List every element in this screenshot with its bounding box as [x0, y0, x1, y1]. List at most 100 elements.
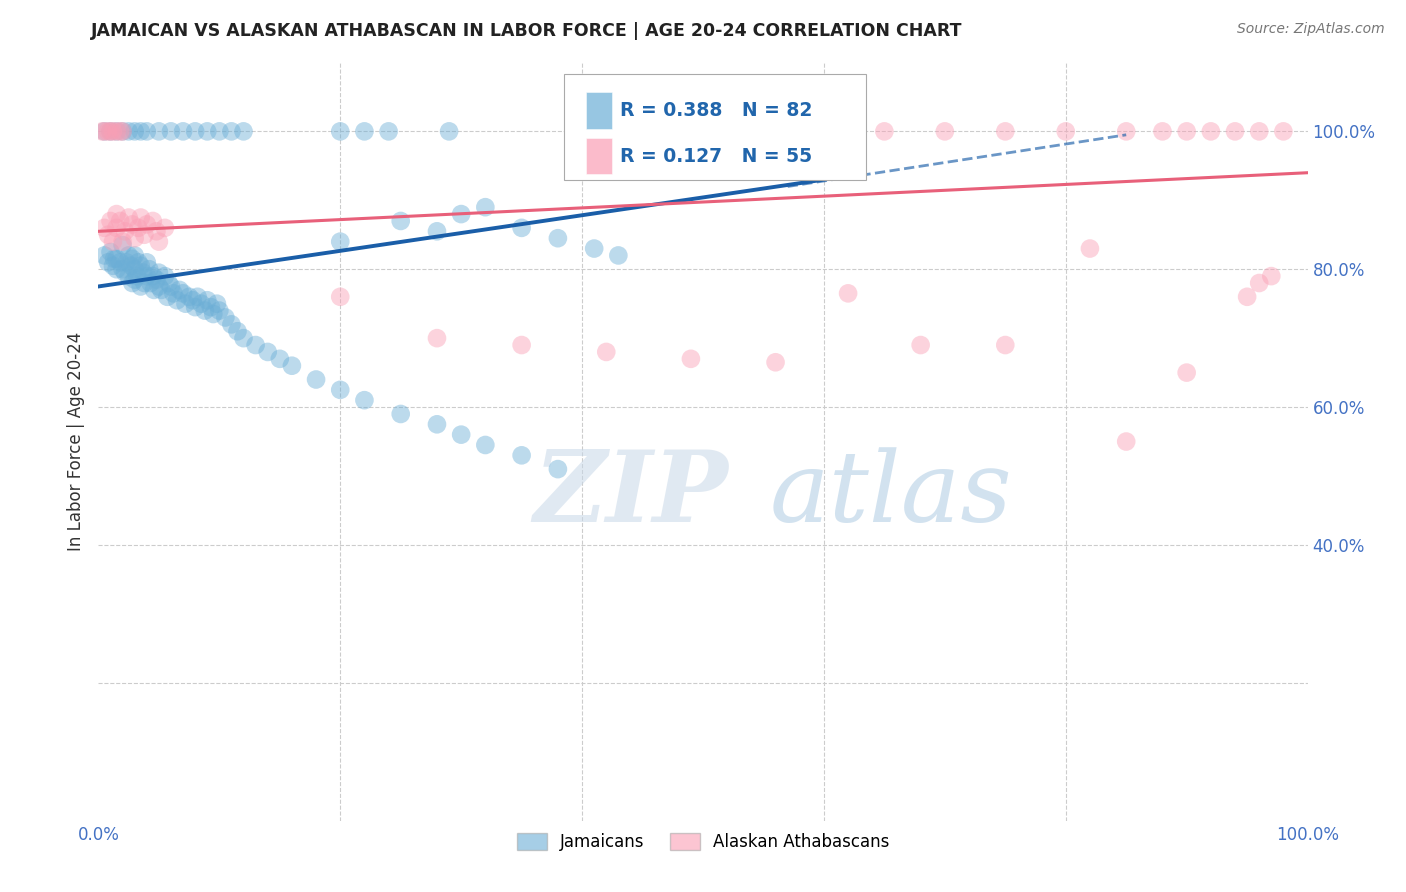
- Point: [187, 290, 209, 304]
- Point: [118, 211, 141, 225]
- Point: [148, 235, 170, 249]
- Point: [1249, 124, 1271, 138]
- Point: [474, 438, 496, 452]
- Point: [153, 220, 176, 235]
- Point: [426, 417, 449, 432]
- Point: [195, 293, 218, 308]
- Point: [226, 324, 249, 338]
- Point: [547, 231, 569, 245]
- Point: [124, 231, 146, 245]
- Point: [329, 235, 352, 249]
- Point: [97, 255, 120, 269]
- Point: [329, 124, 352, 138]
- Point: [134, 227, 156, 242]
- Point: [1115, 434, 1137, 449]
- Point: [160, 124, 183, 138]
- Point: [256, 345, 278, 359]
- Point: [118, 124, 141, 138]
- Point: [111, 235, 134, 249]
- Point: [510, 448, 533, 462]
- Point: [118, 248, 141, 262]
- Point: [547, 462, 569, 476]
- Point: [510, 338, 533, 352]
- Point: [474, 200, 496, 214]
- Point: [114, 224, 136, 238]
- Point: [115, 255, 138, 269]
- Point: [181, 293, 204, 308]
- Text: JAMAICAN VS ALASKAN ATHABASCAN IN LABOR FORCE | AGE 20-24 CORRELATION CHART: JAMAICAN VS ALASKAN ATHABASCAN IN LABOR …: [91, 22, 963, 40]
- Text: Source: ZipAtlas.com: Source: ZipAtlas.com: [1237, 22, 1385, 37]
- Point: [121, 218, 143, 232]
- Point: [108, 124, 131, 138]
- Point: [101, 235, 124, 249]
- Point: [245, 338, 267, 352]
- Point: [377, 124, 399, 138]
- Point: [160, 279, 183, 293]
- Point: [607, 248, 630, 262]
- Point: [353, 124, 375, 138]
- Point: [97, 227, 120, 242]
- Point: [813, 124, 835, 138]
- Point: [195, 124, 218, 138]
- Point: [101, 124, 124, 138]
- Point: [111, 124, 134, 138]
- Point: [93, 124, 115, 138]
- Point: [765, 355, 787, 369]
- Point: [111, 262, 134, 277]
- Point: [994, 338, 1017, 352]
- Point: [135, 269, 157, 284]
- Point: [208, 303, 231, 318]
- Point: [184, 124, 207, 138]
- Point: [111, 124, 134, 138]
- Point: [135, 124, 157, 138]
- Point: [124, 124, 146, 138]
- Point: [127, 220, 149, 235]
- Legend: Jamaicans, Alaskan Athabascans: Jamaicans, Alaskan Athabascans: [510, 826, 896, 858]
- Point: [91, 124, 114, 138]
- Point: [93, 124, 115, 138]
- Point: [105, 124, 128, 138]
- FancyBboxPatch shape: [586, 137, 613, 174]
- Point: [1115, 124, 1137, 138]
- Point: [103, 252, 125, 266]
- Text: R = 0.388   N = 82: R = 0.388 N = 82: [620, 101, 811, 120]
- Point: [205, 296, 228, 310]
- Point: [269, 351, 291, 366]
- Point: [150, 283, 173, 297]
- Point: [148, 279, 170, 293]
- Point: [450, 427, 472, 442]
- Point: [93, 248, 115, 262]
- Point: [873, 124, 896, 138]
- Point: [148, 266, 170, 280]
- Point: [124, 272, 146, 286]
- Point: [148, 124, 170, 138]
- Point: [172, 286, 194, 301]
- Point: [124, 248, 146, 262]
- Y-axis label: In Labor Force | Age 20-24: In Labor Force | Age 20-24: [67, 332, 86, 551]
- Point: [142, 269, 165, 284]
- Point: [100, 214, 122, 228]
- Point: [108, 214, 131, 228]
- Point: [105, 252, 128, 266]
- Point: [208, 124, 231, 138]
- Point: [329, 383, 352, 397]
- Point: [111, 238, 134, 252]
- Point: [214, 310, 236, 325]
- Point: [1249, 276, 1271, 290]
- Point: [221, 124, 243, 138]
- Point: [837, 286, 859, 301]
- Point: [1175, 124, 1198, 138]
- Point: [93, 220, 115, 235]
- Point: [172, 124, 194, 138]
- Point: [994, 124, 1017, 138]
- Point: [162, 286, 184, 301]
- Point: [1199, 124, 1222, 138]
- Point: [1236, 290, 1258, 304]
- Point: [194, 303, 217, 318]
- Point: [1260, 269, 1282, 284]
- Point: [389, 214, 412, 228]
- Text: ZIP: ZIP: [534, 446, 728, 543]
- Point: [437, 124, 460, 138]
- Point: [100, 244, 122, 259]
- Point: [138, 262, 160, 277]
